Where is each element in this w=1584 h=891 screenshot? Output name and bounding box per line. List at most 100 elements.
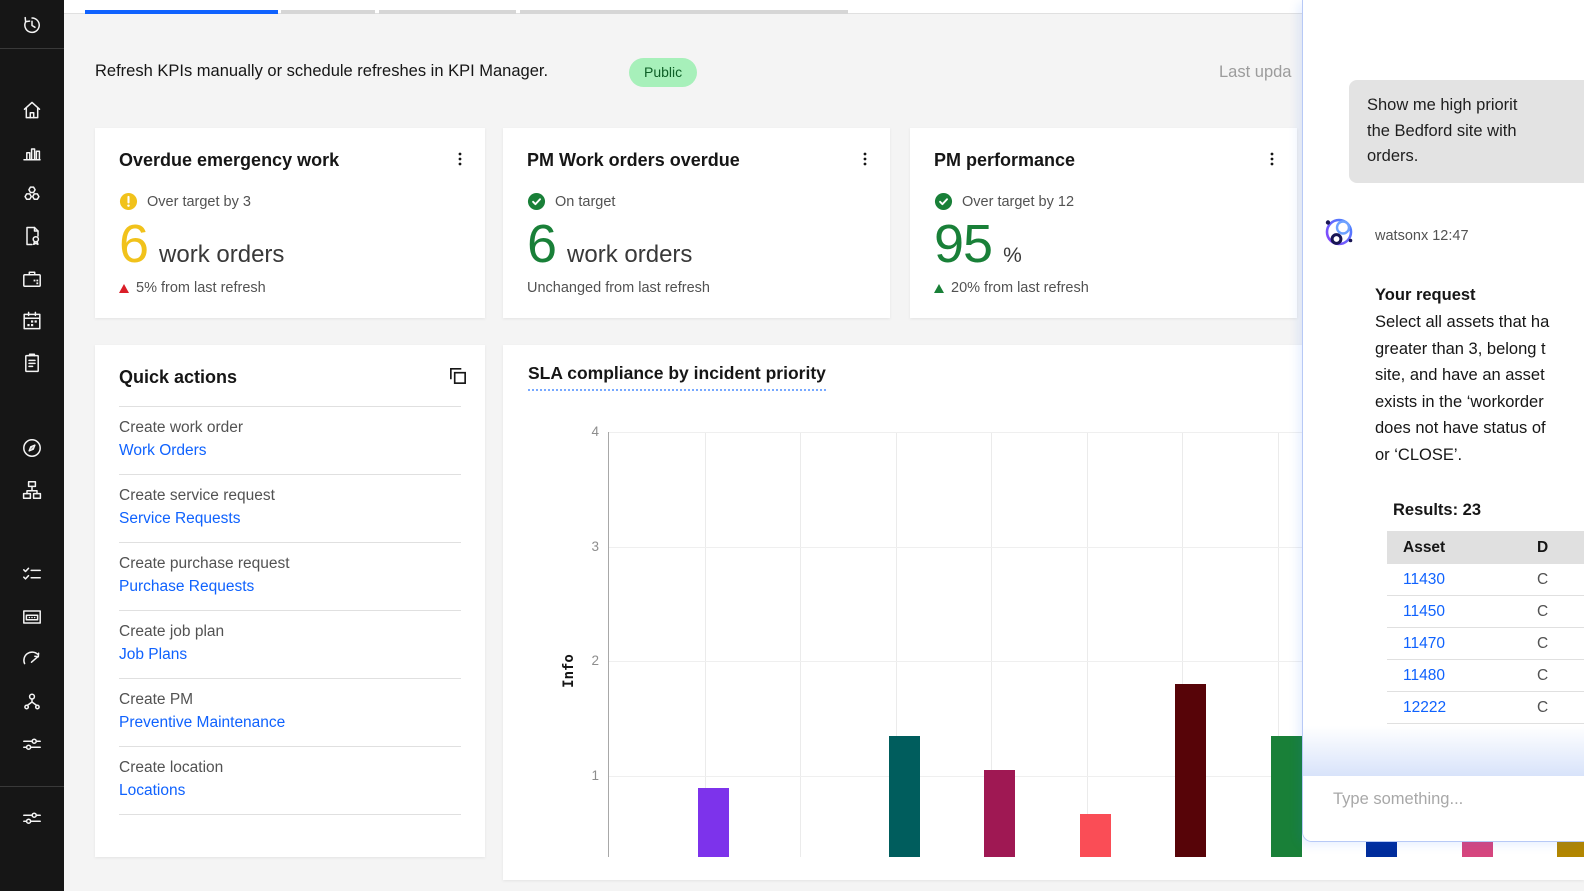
chart-gridline [895,432,897,857]
table-row: 12222 C [1387,692,1584,724]
reports-clipboard-icon[interactable] [20,351,44,375]
quick-action-link[interactable]: Job Plans [119,646,188,663]
results-count: Results: 23 [1393,501,1482,519]
asset-link[interactable]: 11470 [1403,634,1445,652]
popout-icon[interactable] [447,365,469,387]
kpi-unit: work orders [567,241,693,268]
quick-action-link[interactable]: Purchase Requests [119,578,255,595]
watsonx-assistant-panel: Show me high priorit the Bedford site wi… [1302,0,1584,842]
request-line: site, and have an asset [1375,366,1545,384]
user-message-bubble: Show me high priorit the Bedford site wi… [1349,80,1584,183]
quick-action-item: Create work order Work Orders [119,406,461,474]
kpi-status-text: On target [555,193,616,210]
asset-link[interactable]: 11450 [1403,602,1445,620]
kpi-trend-text: 20% from last refresh [951,280,1089,296]
asset-link[interactable]: 11430 [1403,570,1445,588]
sidebar-divider [0,48,64,49]
console-card-icon[interactable] [20,605,44,629]
kpi-trend-text: 5% from last refresh [136,280,266,296]
sidebar-divider [0,786,64,787]
request-line: does not have status of [1375,419,1546,437]
kpi-status-text: Over target by 3 [147,193,251,210]
quick-action-item: Create service request Service Requests [119,474,461,542]
chat-input[interactable] [1303,776,1584,841]
assets-icon[interactable] [20,182,44,206]
table-cell: C [1537,666,1549,684]
table-cell: C [1537,634,1549,652]
tab-underline[interactable] [520,10,848,14]
chart-gridline [609,546,1584,548]
quick-action-item: Create location Locations [119,746,461,815]
org-network-icon[interactable] [20,690,44,714]
request-line: exists in the ‘workorder [1375,392,1544,411]
asset-column-header: Asset [1403,538,1446,556]
message-sender-timestamp: watsonx 12:47 [1375,228,1469,244]
compass-icon[interactable] [20,436,44,460]
table-cell: C [1537,698,1549,716]
asset-link[interactable]: 11480 [1403,666,1445,684]
quick-action-link[interactable]: Work Orders [119,442,207,459]
active-tab-underline[interactable] [85,10,278,14]
chat-input-area [1303,776,1584,841]
kpi-value: 95 [934,214,993,274]
quick-action-link[interactable]: Service Requests [119,510,241,527]
chart-gridline [1086,432,1088,857]
chart-gridline [609,776,1584,778]
table-row: 11470 C [1387,628,1584,660]
chart-bar[interactable] [888,735,920,857]
asset-link[interactable]: 12222 [1403,698,1447,716]
quick-action-item: Create purchase request Purchase Request… [119,542,461,610]
results-table: Asset D 11430 C 11450 C 11470 C 11480 C … [1387,531,1584,724]
quick-actions-title: Quick actions [119,367,238,387]
work-orders-icon[interactable] [20,224,44,248]
request-line: or ‘CLOSE’. [1375,445,1463,464]
home-icon[interactable] [20,98,44,122]
kpi-card-pm-performance: PM performance Over target by 12 95 % 20… [910,128,1297,318]
warning-icon [119,192,138,211]
watsonx-avatar [1319,213,1359,253]
toolbox-icon[interactable] [20,267,44,291]
kpi-chart-icon[interactable] [20,140,44,164]
overflow-menu-icon[interactable] [852,146,878,172]
public-badge: Public [629,58,698,87]
kpi-card-pm-overdue: PM Work orders overdue On target 6 work … [503,128,890,318]
kpi-unit: work orders [159,241,285,268]
request-line: greater than 3, belong t [1375,339,1546,358]
request-heading: Your request [1375,286,1476,304]
chart-bar[interactable] [984,770,1016,857]
quick-action-item: Create PM Preventive Maintenance [119,678,461,746]
recent-icon[interactable] [20,13,44,37]
kpi-value: 6 [119,214,149,274]
overflow-menu-icon[interactable] [447,146,473,172]
chart-title[interactable]: SLA compliance by incident priority [528,363,826,391]
kpi-status-text: Over target by 12 [962,193,1075,210]
chart-bar[interactable] [1079,813,1111,857]
schedule-calendar-icon[interactable] [20,309,44,333]
preferences-sliders-icon[interactable] [20,806,44,830]
chart-bar[interactable] [1270,735,1302,857]
tab-strip [64,0,1584,14]
chart-gridline [704,432,706,857]
tab-underline[interactable] [281,10,375,14]
quick-action-link[interactable]: Locations [119,782,186,799]
overflow-menu-icon[interactable] [1259,146,1285,172]
kpi-trend-text: Unchanged from last refresh [527,280,710,296]
table-row: 11450 C [1387,596,1584,628]
checklist-icon[interactable] [20,563,44,587]
quick-action-label: Create purchase request [119,555,290,572]
chart-gridline [609,432,1584,433]
description-column-header: D [1537,538,1549,556]
chart-bar[interactable] [697,787,729,857]
chart-gridline [800,432,802,857]
table-cell: C [1537,570,1549,588]
sitemap-icon[interactable] [20,478,44,502]
kpi-refresh-message: Refresh KPIs manually or schedule refres… [95,62,549,80]
quick-action-link[interactable]: Preventive Maintenance [119,714,286,731]
table-header-row: Asset D [1387,531,1584,564]
settings-sliders-icon[interactable] [20,732,44,756]
gauge-icon[interactable] [20,647,44,671]
y-axis-tick-label: 2 [591,653,599,669]
kpi-card-title: PM Work orders overdue [527,150,740,170]
tab-underline[interactable] [379,10,516,14]
chart-bar[interactable] [1175,684,1207,857]
